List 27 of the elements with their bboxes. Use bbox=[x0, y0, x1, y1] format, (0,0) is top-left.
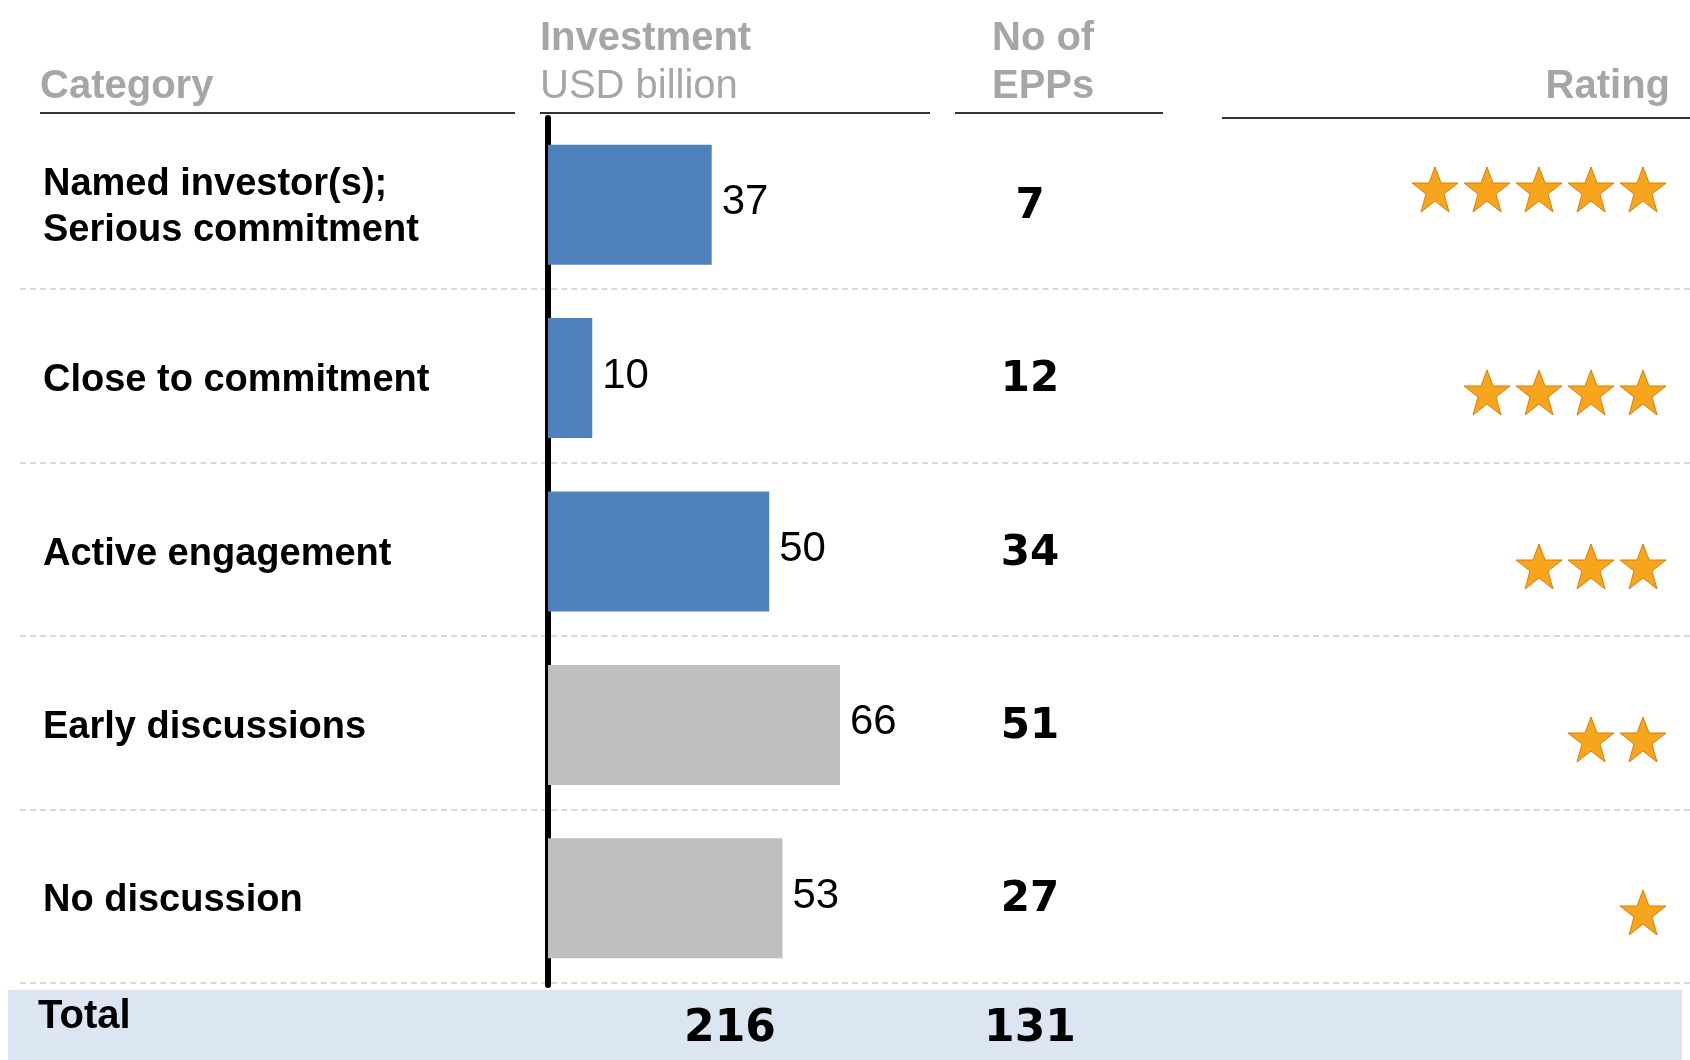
x-axis-title: Investment USD billion bbox=[540, 13, 752, 108]
text: 131 bbox=[983, 1000, 1077, 1051]
data-label: 37 bbox=[721, 176, 769, 224]
y-tick-label: Named investor(s); Serious commitment bbox=[43, 160, 420, 249]
y-tick-label: No discussion bbox=[43, 877, 303, 920]
data-label: 50 bbox=[779, 523, 826, 570]
y-tick-label: Early discussions bbox=[43, 703, 367, 746]
text: No of EPPs bbox=[992, 13, 1095, 108]
y-axis-title: Category bbox=[40, 61, 214, 108]
data-label: 53 bbox=[792, 869, 840, 917]
text: Total bbox=[38, 992, 131, 1037]
data-label: 12 bbox=[999, 352, 1061, 402]
data-label: 51 bbox=[999, 698, 1061, 748]
bar bbox=[548, 664, 840, 785]
data-label: 7 bbox=[1014, 178, 1046, 228]
text: 216 bbox=[683, 1000, 777, 1051]
text: Rating bbox=[1545, 61, 1670, 108]
y-tick-label: Close to commitment bbox=[43, 357, 430, 400]
bar bbox=[548, 318, 593, 439]
data-label: 66 bbox=[850, 696, 897, 744]
data-label: 10 bbox=[602, 349, 649, 397]
data-label: 34 bbox=[999, 525, 1061, 575]
bar bbox=[548, 838, 783, 959]
y-tick-label: Active engagement bbox=[43, 530, 392, 573]
bar bbox=[548, 491, 770, 612]
bar bbox=[548, 144, 712, 265]
data-label: 27 bbox=[999, 872, 1061, 922]
